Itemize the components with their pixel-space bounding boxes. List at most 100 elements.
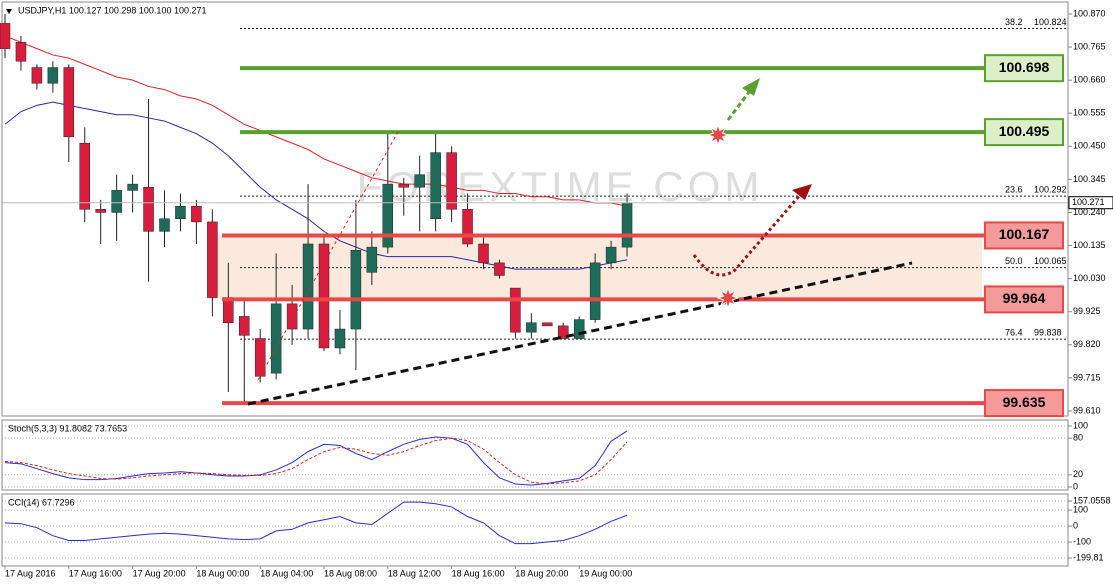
candle-body	[159, 218, 170, 232]
level-box	[984, 54, 1064, 83]
candle-body	[31, 67, 43, 84]
level-box	[984, 389, 1064, 418]
candle-body	[446, 152, 457, 210]
level-box	[984, 221, 1064, 250]
annotations	[247, 78, 913, 406]
x-tick-label: 18 Aug 16:00	[452, 568, 505, 578]
x-tick-label: 17 Aug 20:00	[133, 568, 186, 578]
x-tick-label: 18 Aug 20:00	[515, 568, 568, 578]
level-label: 99.635	[1003, 394, 1046, 410]
y-tick-label: 100.030	[1073, 273, 1106, 283]
y-tick-label: 100	[1073, 420, 1088, 430]
level-label: 99.964	[1003, 290, 1046, 306]
y-tick-label: 100.870	[1073, 8, 1106, 18]
fib-level: 23.6	[1005, 184, 1023, 194]
fib-price: 99.838	[1034, 327, 1062, 337]
moving-average	[4, 35, 628, 207]
current-price: 100.271	[1072, 197, 1105, 207]
candle-body	[143, 187, 154, 232]
y-tick-label: -199.81	[1073, 552, 1104, 562]
candle-body	[414, 174, 425, 188]
level-box	[984, 285, 1064, 314]
panel-title: USDJPY,H1 100.127 100.298 100.100 100.27…	[18, 5, 207, 15]
candle-body	[366, 246, 378, 273]
x-tick-label: 19 Aug 00:00	[579, 568, 632, 578]
candle-body	[510, 287, 521, 333]
candle-body	[589, 262, 601, 320]
candle-body	[350, 250, 362, 330]
candle-body	[0, 23, 11, 49]
level-label: 100.167	[999, 226, 1050, 242]
candle-body	[79, 142, 90, 210]
candle-body	[191, 205, 202, 223]
burst-marker	[706, 123, 730, 147]
menu-icon	[6, 9, 12, 14]
candle-body	[95, 209, 106, 213]
candle-body	[15, 42, 27, 62]
level-box	[984, 118, 1064, 147]
y-tick-label: 100.450	[1073, 141, 1106, 151]
panel-frame	[1, 1, 1069, 417]
candle-body	[382, 183, 394, 248]
candle-body	[254, 338, 266, 377]
candle-body	[430, 152, 441, 220]
candle-body	[111, 190, 122, 213]
candle-body	[302, 243, 314, 330]
candle-body	[558, 325, 569, 339]
candle-body	[398, 183, 409, 188]
x-tick-label: 18 Aug 04:00	[260, 568, 313, 578]
y-tick-label: -100	[1073, 536, 1091, 546]
fib-level: 38.2	[1005, 17, 1023, 27]
candle-body	[47, 67, 59, 84]
x-tick-label: 18 Aug 00:00	[196, 568, 249, 578]
x-tick-label: 17 Aug 2016	[5, 568, 56, 578]
fib-price: 100.065	[1034, 256, 1067, 266]
candle-body	[127, 183, 138, 191]
indicator-line	[4, 437, 628, 485]
y-tick-label: 100.555	[1073, 108, 1106, 118]
candle-body	[605, 246, 617, 264]
candle-body	[621, 202, 633, 248]
candle-body	[207, 221, 218, 298]
y-tick-label: 100.345	[1073, 174, 1106, 184]
current-price-box	[1068, 196, 1113, 210]
y-tick-label: 99.820	[1073, 339, 1101, 349]
y-tick-label: 100.660	[1073, 75, 1106, 85]
panel-frame	[1, 493, 1069, 567]
y-tick-label: 0	[1073, 481, 1078, 491]
trend-line	[247, 261, 913, 406]
y-tick-label: 99.715	[1073, 372, 1101, 382]
candle-body	[526, 322, 537, 333]
y-tick-label: 80	[1073, 433, 1083, 443]
indicator-line	[4, 501, 628, 545]
y-tick-label: 20	[1073, 469, 1083, 479]
candle-body	[494, 262, 505, 276]
arrow-green	[726, 87, 754, 121]
candle-body	[318, 243, 330, 349]
candle-body	[334, 328, 346, 349]
candle-body	[270, 303, 282, 374]
arrow-head	[742, 78, 760, 96]
x-tick-label: 18 Aug 08:00	[324, 568, 377, 578]
panel-title: CCI(14) 67.7296	[8, 497, 75, 507]
y-tick-label: 99.610	[1073, 405, 1101, 415]
level-label: 100.495	[999, 123, 1050, 139]
moving-average	[4, 101, 628, 270]
y-tick-label: 100.135	[1073, 240, 1106, 250]
panel-frame	[1, 419, 1069, 491]
candle-body	[542, 322, 553, 327]
panel-title: Stoch(5,3,3) 91.8082 73.7653	[8, 423, 127, 433]
y-tick-label: 99.925	[1073, 306, 1101, 316]
y-tick-label: 100	[1073, 504, 1088, 514]
fib-price: 100.824	[1034, 17, 1067, 27]
y-tick-label: 0	[1073, 520, 1078, 530]
fib-level: 50.0	[1005, 256, 1023, 266]
candle-body	[462, 209, 473, 245]
arrow-red	[692, 194, 802, 277]
burst-marker	[716, 286, 740, 310]
y-tick-label: 100.765	[1073, 41, 1106, 51]
candle-body	[63, 67, 75, 138]
candle-body	[573, 319, 585, 339]
